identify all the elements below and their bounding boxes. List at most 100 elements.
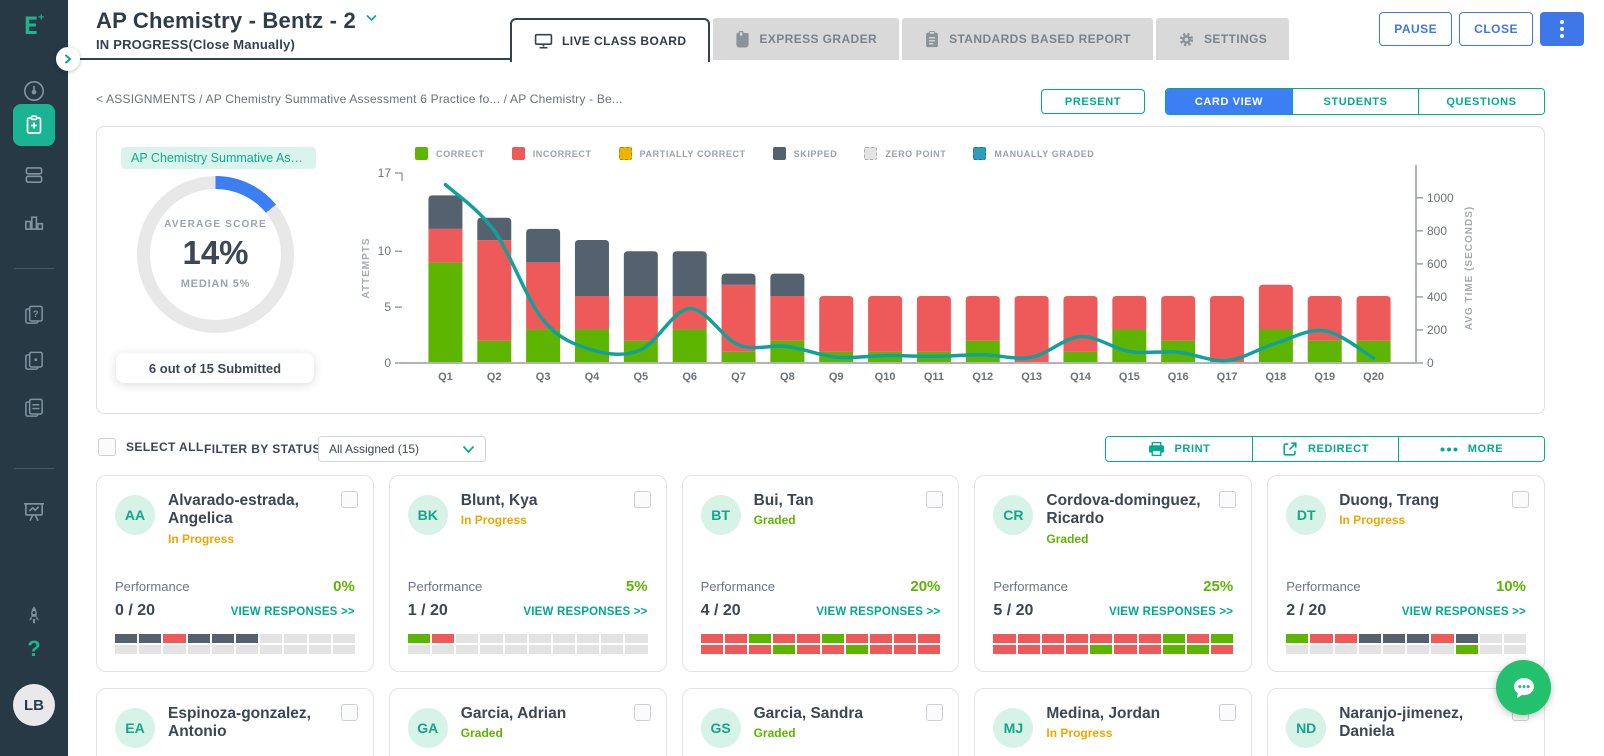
rocket-icon[interactable] (0, 604, 68, 628)
svg-text:800: 800 (1427, 224, 1447, 238)
question-result-cell (456, 634, 479, 643)
tab-express-grader[interactable]: EXPRESS GRADER (713, 18, 900, 60)
breadcrumb[interactable]: < ASSIGNMENTS / AP Chemistry Summative A… (96, 92, 623, 106)
question-result-cell (1041, 645, 1064, 654)
dashboard-gauge-icon[interactable] (0, 78, 68, 104)
chat-widget-button[interactable] (1496, 660, 1551, 715)
score-value: 5 / 20 (993, 602, 1034, 619)
grader-icon (735, 30, 750, 48)
playlist-doc-icon[interactable] (0, 348, 68, 374)
student-select-checkbox[interactable] (1219, 491, 1237, 508)
student-select-checkbox[interactable] (340, 704, 358, 721)
svg-text:10: 10 (378, 244, 392, 258)
view-responses-link[interactable]: VIEW RESPONSES >> (1108, 606, 1234, 618)
question-result-cell (211, 645, 234, 654)
question-result-cell (115, 645, 138, 654)
tab-settings[interactable]: SETTINGS (1155, 18, 1290, 60)
average-score-value: 14% (182, 234, 249, 271)
question-result-cell (332, 645, 355, 654)
student-card: GS Garcia, Sandra Graded (681, 688, 960, 756)
reports-bar-chart-icon[interactable] (0, 208, 68, 234)
test-library-doc-icon[interactable] (0, 395, 68, 421)
status-filter-dropdown[interactable]: All Assigned (15) (318, 436, 486, 462)
select-all-checkbox[interactable] (98, 438, 116, 456)
student-select-checkbox[interactable] (340, 491, 358, 508)
student-select-checkbox[interactable] (1511, 491, 1529, 508)
question-result-cell (1503, 645, 1527, 654)
legend-swatch (618, 147, 632, 160)
print-button[interactable]: PRINT (1106, 437, 1252, 461)
question-result-cell (724, 645, 747, 654)
question-result-cell (869, 645, 893, 654)
question-result-cell (456, 645, 479, 654)
question-result-cell (187, 634, 210, 643)
tab-standards-based-report[interactable]: STANDARDS BASED REPORT (902, 18, 1153, 60)
pause-button[interactable]: PAUSE (1379, 12, 1453, 46)
toolbar: < ASSIGNMENTS / AP Chemistry Summative A… (68, 84, 1604, 116)
user-avatar[interactable]: LB (0, 684, 68, 726)
view-responses-link[interactable]: VIEW RESPONSES >> (523, 606, 648, 618)
question-result-cell (1455, 634, 1478, 643)
question-result-cell (163, 645, 186, 654)
student-name: Espinoza-gonzalez, Antonio (168, 705, 311, 741)
question-result-cell (187, 645, 210, 654)
present-button[interactable]: PRESENT (1041, 89, 1145, 114)
item-bank-question-icon[interactable]: ? (0, 302, 68, 328)
question-result-cell (845, 645, 868, 654)
clipboard-icon (924, 30, 940, 48)
student-avatar: GA (407, 708, 448, 748)
student-name: Duong, Trang (1339, 492, 1440, 509)
test-name-tag[interactable]: AP Chemistry Summative Asse... (121, 147, 316, 169)
title-dropdown-chevron-icon[interactable] (366, 9, 377, 27)
view-responses-link[interactable]: VIEW RESPONSES >> (1401, 606, 1526, 618)
question-result-cell (1431, 645, 1454, 654)
view-segment-students[interactable]: STUDENTS (1292, 89, 1418, 114)
question-result-cell (504, 645, 527, 654)
view-segment-card-view[interactable]: CARD VIEW (1166, 89, 1292, 114)
more-button[interactable]: MORE (1398, 437, 1544, 461)
question-result-cell (700, 645, 723, 654)
view-responses-link[interactable]: VIEW RESPONSES >> (816, 606, 941, 618)
sidebar-item-assignments[interactable] (0, 104, 68, 146)
student-avatar: CR (993, 495, 1034, 535)
question-result-cell (1041, 634, 1064, 643)
question-result-cell (407, 634, 430, 643)
student-avatar: BK (407, 495, 448, 535)
external-link-icon (1282, 441, 1298, 457)
student-select-checkbox[interactable] (1219, 704, 1237, 721)
question-result-cell (1286, 645, 1309, 654)
svg-text:Q1: Q1 (438, 371, 453, 383)
help-question-icon[interactable]: ? (27, 636, 41, 661)
sidebar-expand-chevron-icon[interactable] (56, 47, 80, 71)
question-result-strip (115, 634, 355, 654)
student-select-checkbox[interactable] (633, 491, 651, 508)
question-result-cell (1431, 634, 1454, 643)
score-value: 1 / 20 (407, 602, 448, 619)
student-select-checkbox[interactable] (926, 704, 944, 721)
student-select-checkbox[interactable] (633, 704, 651, 721)
question-result-cell (773, 645, 796, 654)
question-result-cell (407, 645, 430, 654)
redirect-button[interactable]: REDIRECT (1252, 437, 1398, 461)
student-avatar: ND (1286, 708, 1327, 748)
tab-live-class-board[interactable]: LIVE CLASS BOARD (510, 18, 711, 62)
view-responses-link[interactable]: VIEW RESPONSES >> (230, 606, 355, 618)
question-result-cell (601, 634, 624, 643)
question-result-cell (115, 634, 138, 643)
student-name: Garcia, Adrian (460, 705, 567, 722)
svg-text:Q6: Q6 (682, 371, 697, 383)
legend-swatch (864, 147, 878, 160)
svg-text:Q9: Q9 (829, 371, 844, 383)
view-segment-questions[interactable]: QUESTIONS (1418, 89, 1544, 114)
close-button[interactable]: CLOSE (1459, 12, 1533, 46)
manage-class-icon[interactable] (0, 162, 68, 188)
question-result-cell (139, 634, 162, 643)
student-select-checkbox[interactable] (926, 491, 944, 508)
question-result-cell (601, 645, 624, 654)
question-result-cell (1090, 645, 1113, 654)
app-logo[interactable]: E + (23, 12, 45, 40)
svg-text:5: 5 (384, 300, 391, 314)
more-options-button[interactable] (1540, 12, 1584, 46)
whiteboard-icon[interactable] (0, 498, 68, 526)
svg-text:Q3: Q3 (536, 371, 551, 383)
